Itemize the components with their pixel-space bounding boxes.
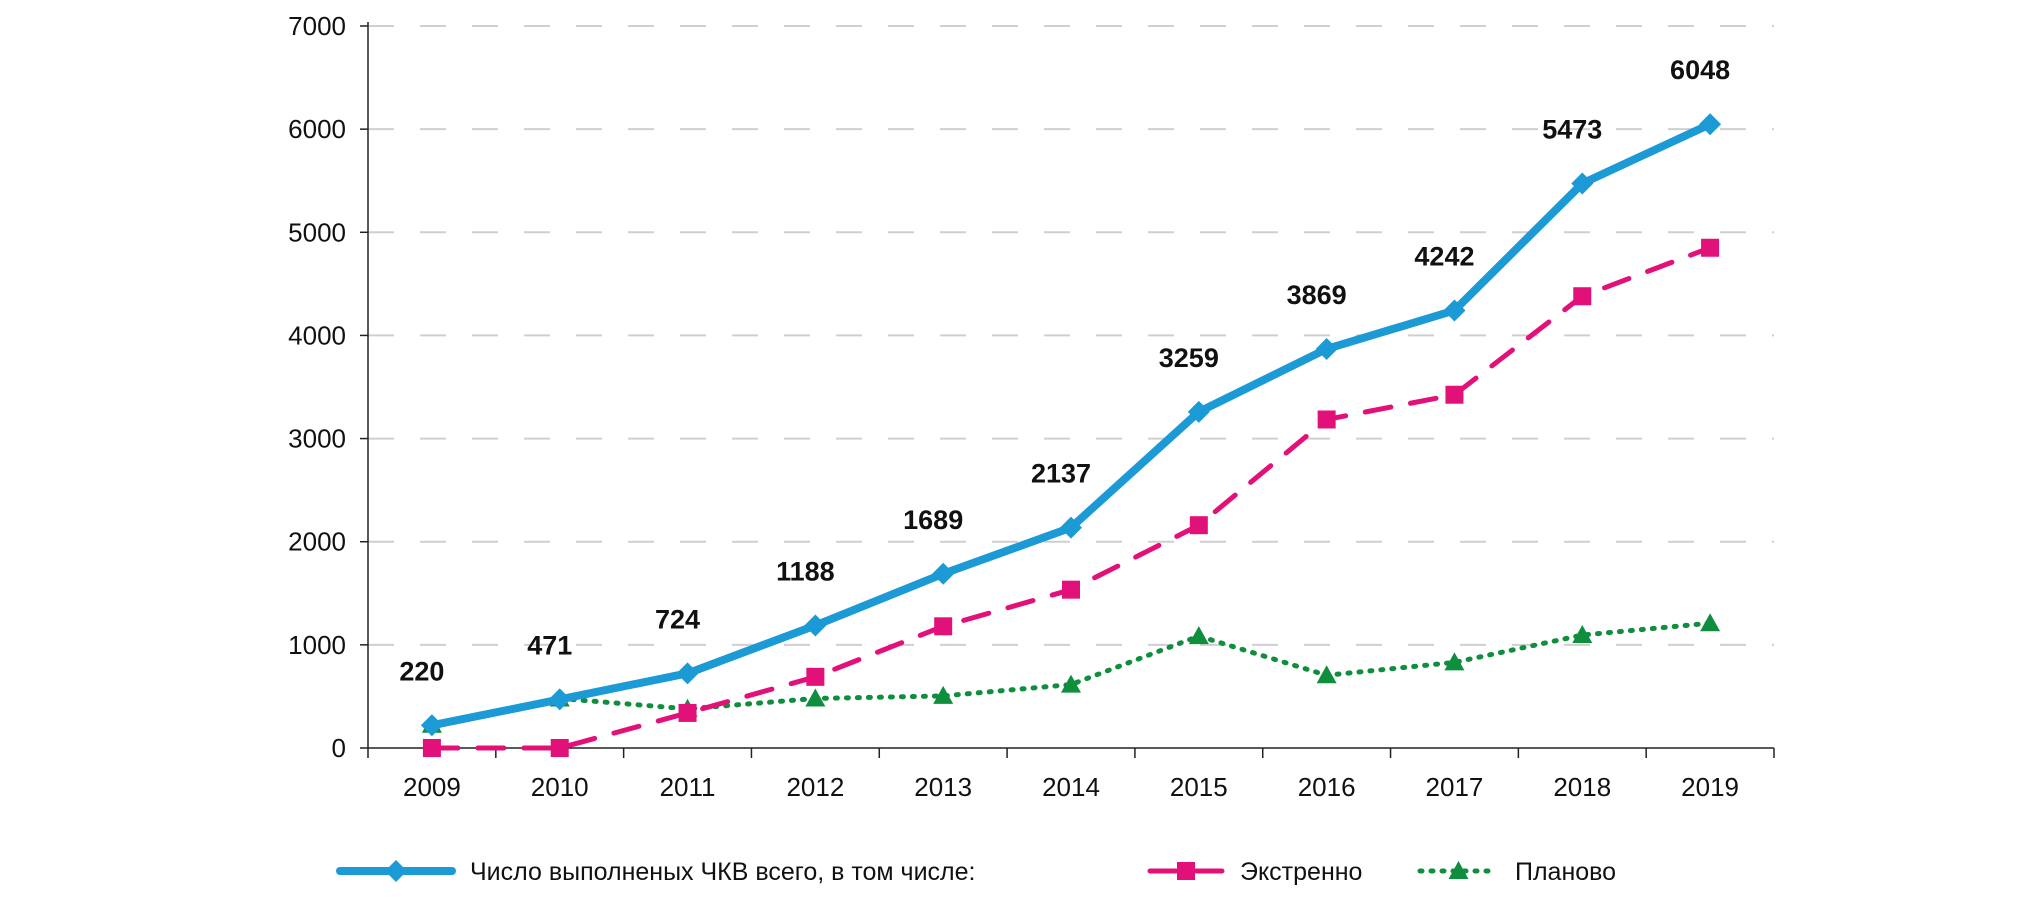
x-tick-label: 2009 [403, 772, 461, 802]
x-tick-label: 2018 [1553, 772, 1611, 802]
square-marker [1701, 238, 1720, 257]
square-marker [550, 739, 569, 757]
data-label: 220 [399, 656, 444, 686]
square-marker [1445, 385, 1464, 404]
diamond-marker [804, 614, 827, 637]
x-tick-label: 2011 [660, 772, 716, 802]
diamond-marker [932, 562, 955, 585]
data-label: 5473 [1542, 114, 1602, 144]
diamond-marker [1699, 113, 1722, 136]
square-marker [1062, 580, 1080, 599]
square-marker [1573, 287, 1592, 306]
data-label: 1689 [903, 505, 963, 535]
diamond-marker [420, 714, 443, 737]
y-tick-label: 0 [332, 733, 346, 763]
axes: 0 1000 2000 3000 4000 5000 6000 7000 2009 2010 201… [288, 11, 1775, 802]
legend-label-0: Число выполненых ЧКВ всего, в том числе: [470, 858, 975, 886]
legend-label-1: Экстренно [1240, 858, 1362, 886]
data-label: 6048 [1670, 55, 1730, 85]
series-line-0 [427, 120, 1715, 730]
y-tick-label: 2000 [288, 527, 346, 557]
square-marker [678, 703, 697, 722]
diamond-marker [1060, 516, 1082, 539]
x-tick-label: 2014 [1042, 772, 1100, 802]
x-tick-label: 2012 [786, 772, 844, 802]
x-tick-label: 2019 [1681, 772, 1739, 802]
triangle-marker [1444, 652, 1465, 671]
y-tick-label: 3000 [288, 424, 346, 454]
data-label: 1188 [776, 556, 835, 586]
x-tick-label: 2017 [1426, 772, 1484, 802]
legend-label-2: Планово [1515, 858, 1616, 886]
y-tick-label: 5000 [288, 217, 346, 247]
square-marker [1317, 410, 1336, 429]
y-tick-label: 1000 [288, 630, 346, 660]
x-tick-label: 2010 [531, 772, 589, 802]
diamond-marker [676, 662, 699, 685]
y-tick-label: 4000 [288, 320, 346, 350]
square-marker [422, 739, 441, 757]
triangle-marker [805, 688, 826, 707]
x-tick-label: 2013 [914, 772, 972, 802]
triangle-marker [1572, 625, 1593, 644]
square-marker [934, 617, 953, 636]
data-labels: 220 471 724 1188 1689 2137 3259 3869 4242 5473 604… [399, 55, 1730, 686]
triangle-marker [1061, 674, 1081, 693]
x-tick-label: 2016 [1298, 772, 1356, 802]
triangle-marker [1700, 613, 1721, 632]
triangle-marker [1188, 626, 1209, 645]
diamond-marker [1571, 172, 1594, 195]
data-label: 724 [655, 604, 700, 634]
triangle-marker [933, 685, 954, 704]
data-label: 471 [527, 630, 572, 660]
diamond-marker [1187, 400, 1210, 423]
square-marker [1177, 862, 1195, 880]
square-marker [806, 667, 825, 686]
diamond-marker [385, 860, 407, 882]
data-label: 3869 [1287, 280, 1347, 310]
series-group [420, 113, 1722, 757]
triangle-marker [1448, 861, 1469, 879]
y-tick-label: 7000 [288, 11, 346, 41]
x-tick-label: 2015 [1170, 772, 1228, 802]
data-label: 3259 [1159, 343, 1219, 373]
y-tick-label: 6000 [288, 114, 346, 144]
legend: Число выполненых ЧКВ всего, в том числе:… [336, 858, 1616, 886]
data-label: 2137 [1031, 459, 1091, 489]
diamond-marker [1443, 299, 1466, 322]
series-line-1 [429, 245, 1713, 751]
triangle-marker [1316, 665, 1337, 684]
diamond-marker [548, 688, 571, 711]
data-label: 4242 [1414, 241, 1474, 271]
diamond-marker [1315, 337, 1338, 360]
square-marker [1189, 516, 1208, 535]
series-line-2 [429, 620, 1713, 728]
